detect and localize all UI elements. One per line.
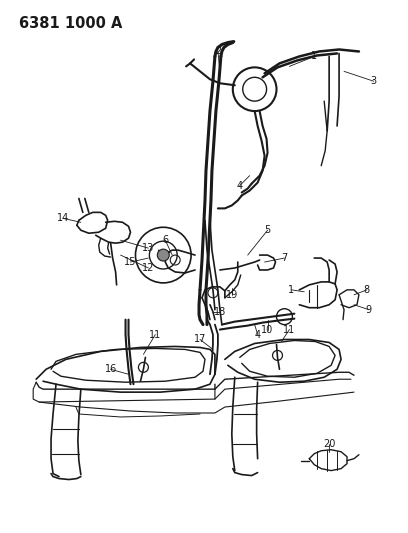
Text: 17: 17 bbox=[194, 335, 206, 344]
Text: 6: 6 bbox=[162, 235, 169, 245]
Text: 14: 14 bbox=[57, 213, 69, 223]
Circle shape bbox=[157, 249, 169, 261]
Text: 7: 7 bbox=[282, 253, 288, 263]
Text: 9: 9 bbox=[366, 305, 372, 314]
Text: 16: 16 bbox=[104, 364, 117, 374]
Text: 1: 1 bbox=[288, 285, 295, 295]
Text: 4: 4 bbox=[255, 329, 261, 340]
Text: 20: 20 bbox=[323, 439, 335, 449]
Text: 2: 2 bbox=[215, 46, 221, 56]
Text: 10: 10 bbox=[262, 325, 274, 335]
Text: 6381 1000 A: 6381 1000 A bbox=[19, 15, 123, 31]
Text: 13: 13 bbox=[142, 243, 155, 253]
Text: 1: 1 bbox=[311, 52, 317, 61]
Text: 4: 4 bbox=[237, 181, 243, 191]
Text: 11: 11 bbox=[283, 325, 295, 335]
Text: 19: 19 bbox=[226, 290, 238, 300]
Text: 5: 5 bbox=[264, 225, 271, 235]
Text: 8: 8 bbox=[364, 285, 370, 295]
Text: 3: 3 bbox=[371, 76, 377, 86]
Text: 12: 12 bbox=[142, 263, 155, 273]
Text: 15: 15 bbox=[124, 257, 137, 267]
Text: 11: 11 bbox=[149, 329, 162, 340]
Text: 18: 18 bbox=[214, 306, 226, 317]
